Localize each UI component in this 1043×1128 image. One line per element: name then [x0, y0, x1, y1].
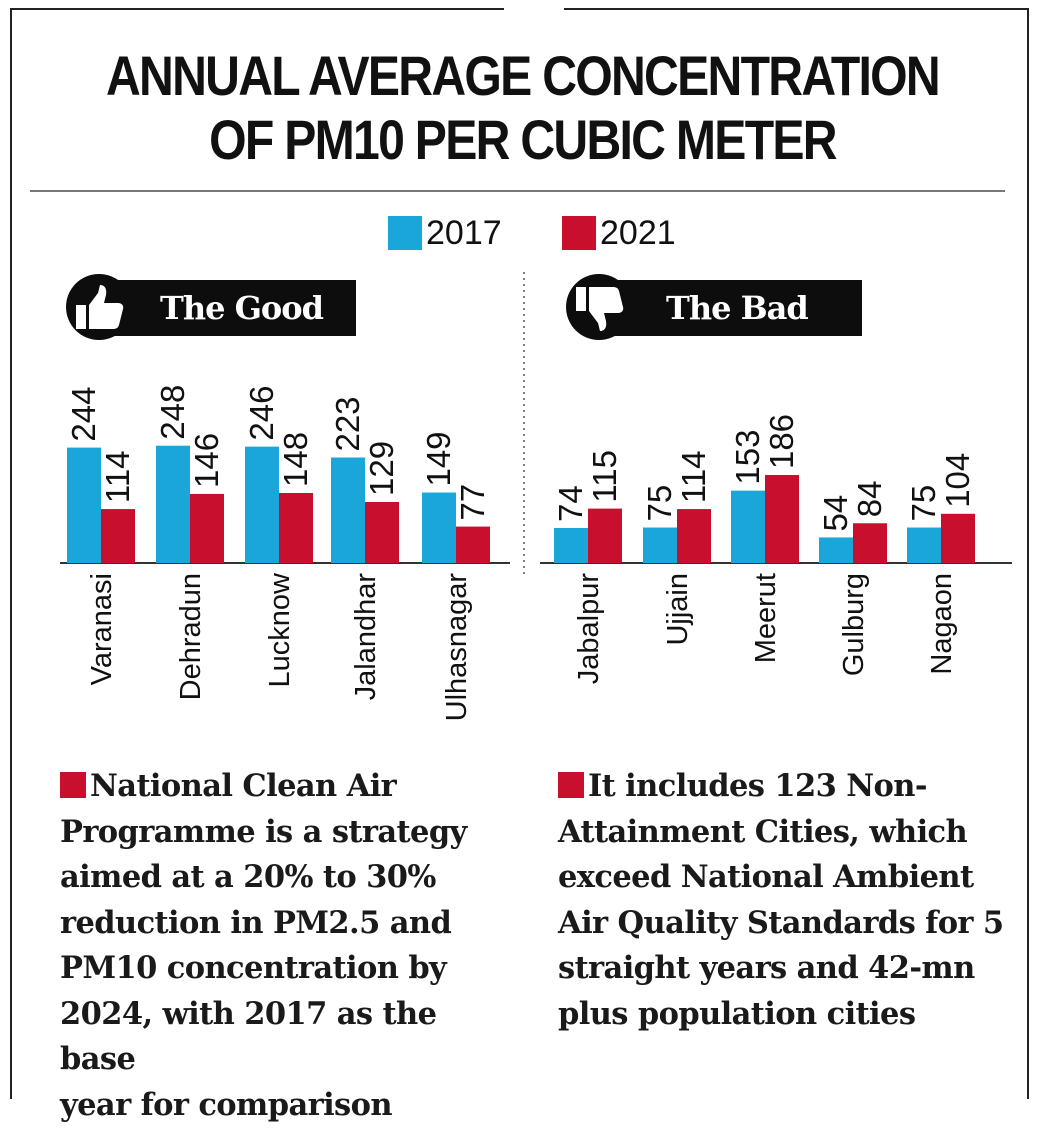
good-bar-ulhasnagar-2017: [422, 493, 456, 563]
bad-value-label-nagaon-2017: 75: [905, 485, 942, 522]
good-value-label-dehradun-2017: 248: [154, 385, 191, 440]
good-bar-varanasi-2021: [101, 509, 135, 563]
bullet-square: [60, 772, 86, 798]
note-left-line: 2024, with 2017 as the base: [60, 992, 520, 1083]
bullet-square: [558, 772, 584, 798]
note-right-line: It includes 123 Non-: [588, 768, 927, 804]
note-left-line: PM10 concentration by: [60, 946, 520, 992]
good-value-label-lucknow-2021: 148: [277, 432, 314, 487]
bad-value-label-meerut-2017: 153: [729, 430, 766, 485]
good-value-label-lucknow-2017: 246: [243, 386, 280, 441]
note-left-line: Programme is a strategy: [60, 810, 520, 856]
bad-bar-jabalpur-2017: [554, 528, 588, 563]
bad-category-label-ujjain: Ujjain: [662, 573, 694, 646]
note-left: National Clean Air Programme is a strate…: [60, 764, 520, 1128]
bad-bar-meerut-2021: [765, 475, 799, 563]
bad-value-label-ujjain-2017: 75: [641, 485, 678, 522]
bad-value-label-nagaon-2021: 104: [939, 453, 976, 508]
bad-value-label-jabalpur-2017: 74: [552, 485, 589, 522]
good-bar-varanasi-2017: [67, 448, 101, 563]
good-bar-jalandhar-2017: [331, 458, 365, 563]
good-bar-jalandhar-2021: [365, 502, 399, 563]
bad-value-label-gulburg-2017: 54: [817, 495, 854, 532]
bad-bar-gulburg-2021: [853, 523, 887, 563]
bad-category-label-nagaon: Nagaon: [926, 573, 958, 675]
note-right-line: Air Quality Standards for 5: [558, 901, 1008, 947]
bad-bar-nagaon-2017: [907, 528, 941, 563]
bad-value-label-jabalpur-2021: 115: [586, 450, 623, 503]
note-left-line: National Clean Air: [90, 768, 396, 804]
bad-bar-nagaon-2021: [941, 514, 975, 563]
good-bar-dehradun-2017: [156, 446, 190, 563]
good-category-label-ulhasnagar: Ulhasnagar: [441, 573, 473, 722]
good-value-label-ulhasnagar-2017: 149: [420, 431, 457, 486]
bad-value-label-gulburg-2021: 84: [851, 481, 888, 518]
bad-bar-ujjain-2017: [643, 528, 677, 563]
good-value-label-jalandhar-2021: 129: [363, 441, 400, 496]
good-category-label-lucknow: Lucknow: [264, 572, 296, 688]
good-value-label-ulhasnagar-2021: 77: [454, 484, 491, 521]
note-right-line: plus population cities: [558, 992, 1008, 1038]
bad-value-label-meerut-2021: 186: [763, 414, 800, 469]
bad-category-label-jabalpur: Jabalpur: [573, 573, 605, 685]
note-right-line: straight years and 42-mn: [558, 946, 1008, 992]
good-bar-lucknow-2017: [245, 447, 279, 563]
bad-category-label-gulburg: Gulburg: [838, 573, 870, 676]
good-value-label-varanasi-2021: 114: [99, 450, 136, 503]
good-value-label-dehradun-2021: 146: [188, 433, 225, 488]
bad-category-label-meerut: Meerut: [750, 573, 782, 663]
note-right-line: exceed National Ambient: [558, 855, 1008, 901]
good-bar-ulhasnagar-2021: [456, 527, 490, 563]
good-bar-dehradun-2021: [190, 494, 224, 563]
bad-bar-ujjain-2021: [677, 509, 711, 563]
note-right: It includes 123 Non- Attainment Cities, …: [558, 764, 1008, 1037]
good-value-label-varanasi-2017: 244: [65, 387, 102, 442]
note-right-line: Attainment Cities, which: [558, 810, 1008, 856]
good-bar-lucknow-2021: [279, 493, 313, 563]
good-category-label-jalandhar: Jalandhar: [350, 573, 382, 701]
good-category-label-dehradun: Dehradun: [175, 573, 207, 700]
bad-value-label-ujjain-2021: 114: [675, 450, 712, 503]
bad-bar-meerut-2017: [731, 491, 765, 563]
bad-bar-gulburg-2017: [819, 537, 853, 563]
note-left-line: year for comparison: [60, 1083, 520, 1128]
good-value-label-jalandhar-2017: 223: [329, 396, 366, 451]
bad-bar-jabalpur-2021: [588, 509, 622, 563]
note-left-line: aimed at a 20% to 30%: [60, 855, 520, 901]
note-left-line: reduction in PM2.5 and: [60, 901, 520, 947]
good-category-label-varanasi: Varanasi: [86, 573, 118, 685]
